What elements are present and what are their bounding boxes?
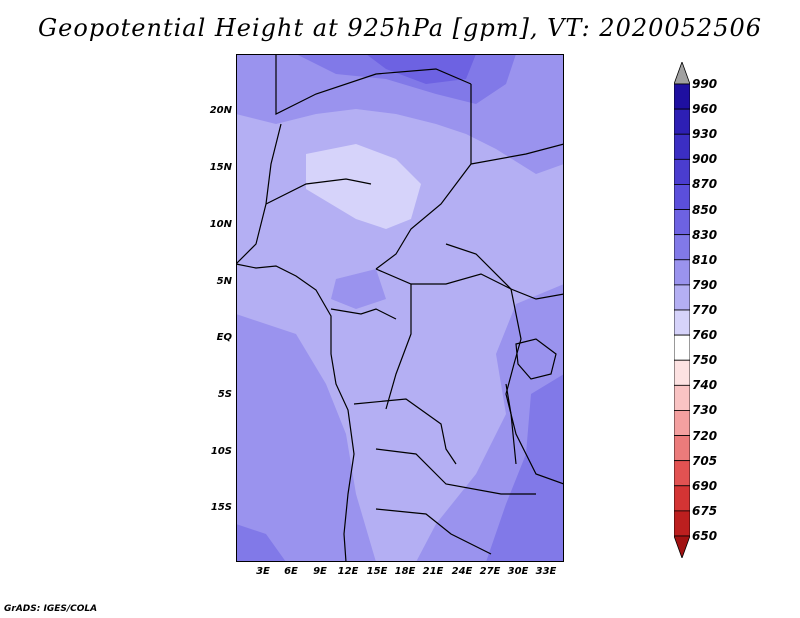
legend-label: 770: [692, 303, 718, 317]
footer-credit: GrADS: IGES/COLA: [4, 604, 98, 614]
field-fill-830-east: [486, 374, 564, 562]
lat-label-eq: EQ: [216, 332, 232, 343]
legend-swatch: [674, 133, 690, 160]
lat-label-20n: 20N: [209, 105, 232, 116]
legend-swatch: [674, 359, 690, 386]
legend-label: 930: [692, 127, 718, 142]
field-fill-850-north: [366, 54, 476, 84]
lat-label-5s: 5S: [217, 389, 232, 400]
field-fill-830-sw: [236, 524, 286, 562]
field-fill-770: [306, 144, 421, 229]
color-legend: [674, 62, 690, 558]
legend-swatch: [674, 259, 690, 286]
lat-label-10s: 10S: [210, 446, 232, 457]
lon-label-30e: 30E: [507, 566, 529, 577]
geopotential-map: [236, 54, 564, 562]
field-fill-810-west: [236, 314, 376, 562]
border-center-3: [330, 308, 397, 320]
legend-swatch: [674, 108, 690, 135]
lat-label-15n: 15N: [209, 162, 232, 173]
lon-label-27e: 27E: [479, 566, 501, 577]
lake-victoria: [515, 338, 557, 380]
legend-label: 900: [692, 152, 718, 167]
border-east-1: [470, 143, 564, 165]
legend-arrow-bottom: [674, 535, 690, 558]
legend-label: 790: [692, 277, 718, 292]
border-north-1: [275, 54, 472, 115]
lon-label-21e: 21E: [422, 566, 444, 577]
legend-swatch: [674, 284, 690, 311]
legend-label: 720: [692, 428, 718, 443]
legend-label: 760: [692, 328, 718, 343]
legend-swatch: [674, 83, 690, 110]
legend-label: 740: [692, 378, 718, 393]
legend-label: 705: [692, 453, 718, 468]
legend-label: 650: [692, 529, 718, 543]
legend-label: 960: [692, 102, 718, 117]
coastline-west: [236, 263, 355, 562]
legend-label: 730: [692, 403, 718, 418]
legend-label: 690: [692, 478, 718, 493]
border-south-1: [353, 398, 457, 465]
legend-label: 870: [692, 177, 718, 192]
lon-label-6e: 6E: [284, 566, 298, 577]
legend-label: 675: [692, 503, 718, 518]
lat-label-10n: 10N: [209, 219, 232, 230]
legend-swatch: [674, 309, 690, 336]
legend-swatch: [674, 209, 690, 236]
legend-arrow-top: [674, 62, 690, 85]
legend-swatch: [674, 158, 690, 185]
border-south-2: [375, 448, 536, 495]
legend-swatch: [674, 435, 690, 462]
lon-label-18e: 18E: [394, 566, 416, 577]
legend-swatch: [674, 460, 690, 487]
lon-label-15e: 15E: [366, 566, 388, 577]
legend-swatch: [674, 410, 690, 436]
legend-label: 990: [692, 77, 718, 91]
border-east-3: [505, 288, 564, 485]
border-west-2: [265, 178, 372, 205]
border-center-1: [375, 268, 512, 290]
border-center-2: [385, 284, 412, 410]
legend-swatch: [674, 234, 690, 261]
border-south-3: [375, 508, 492, 555]
legend-swatch: [674, 184, 690, 210]
legend-swatch: [674, 334, 690, 361]
lon-label-3e: 3E: [256, 566, 270, 577]
border-north-2: [375, 84, 472, 270]
legend-label: 810: [692, 252, 718, 267]
legend-swatch: [674, 384, 690, 411]
legend-label: 750: [692, 353, 718, 368]
lon-label-12e: 12E: [337, 566, 359, 577]
legend-label: 850: [692, 202, 718, 217]
lon-label-24e: 24E: [451, 566, 473, 577]
legend-swatch: [674, 485, 690, 512]
chart-title: Geopotential Height at 925hPa [gpm], VT:…: [38, 14, 762, 42]
lon-label-9e: 9E: [313, 566, 327, 577]
legend-swatch: [674, 510, 690, 537]
lon-label-33e: 33E: [535, 566, 557, 577]
lat-label-5n: 5N: [216, 276, 232, 287]
field-fill-810-center: [331, 269, 386, 309]
legend-label: 830: [692, 227, 718, 242]
lake-tanganyika: [505, 383, 517, 465]
lat-label-15s: 15S: [210, 502, 232, 513]
